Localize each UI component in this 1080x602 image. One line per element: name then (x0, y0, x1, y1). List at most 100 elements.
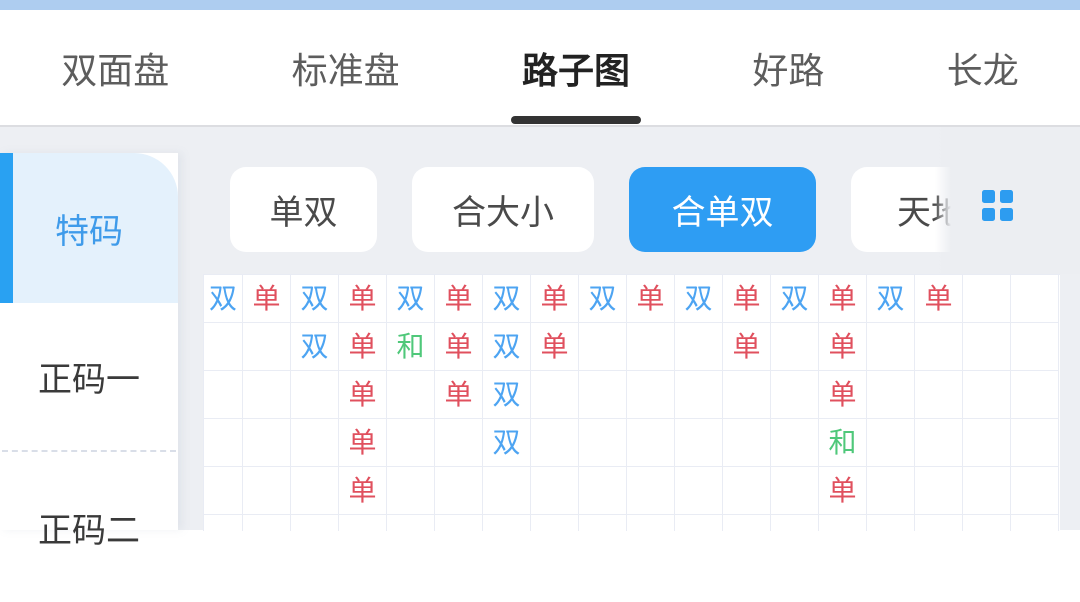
tab-double-side[interactable]: 双面盘 (61, 49, 170, 91)
sidebar-item-zhengma-1[interactable]: 正码一 (0, 303, 178, 450)
sidebar-item-special-code[interactable]: 特码 (0, 153, 178, 303)
roadmap-cell: 单 (819, 371, 867, 419)
roadmap-cell: 单 (243, 275, 291, 323)
tab-roadmap[interactable]: 路子图 (512, 10, 640, 125)
sidebar-item-zhengma-2[interactable]: 正码二 (0, 452, 178, 602)
roadmap-cell: 单 (339, 467, 387, 515)
roadmap-cell (771, 515, 819, 531)
roadmap-cell (579, 515, 627, 531)
roadmap-cell (387, 467, 435, 515)
roadmap-cell (867, 467, 915, 515)
roadmap-cell: 双 (483, 323, 531, 371)
roadmap-cell (963, 419, 1011, 467)
roadmap-cell (531, 419, 579, 467)
roadmap-cell (291, 467, 339, 515)
roadmap-cell: 单 (819, 275, 867, 323)
roadmap-cell (915, 323, 963, 371)
roadmap-cell (387, 419, 435, 467)
roadmap-cell (867, 323, 915, 371)
roadmap-cell (867, 419, 915, 467)
roadmap-cell (771, 419, 819, 467)
roadmap-cell (963, 323, 1011, 371)
roadmap-cell: 单 (819, 323, 867, 371)
roadmap-cell: 单 (723, 323, 771, 371)
tab-good-road[interactable]: 好路 (752, 49, 825, 91)
roadmap-cell (675, 323, 723, 371)
roadmap-cell (723, 467, 771, 515)
roadmap-cell (627, 467, 675, 515)
roadmap-cell (1011, 515, 1059, 531)
roadmap-cell (915, 419, 963, 467)
roadmap-cell: 双 (291, 275, 339, 323)
roadmap-cell (915, 467, 963, 515)
roadmap-cell (963, 275, 1011, 323)
roadmap-cell (723, 515, 771, 531)
roadmap-cell (771, 323, 819, 371)
roadmap-cell (387, 515, 435, 531)
roadmap-cell (627, 515, 675, 531)
roadmap-cell (243, 371, 291, 419)
roadmap-grid[interactable]: 双单双单双单双单双单双单双单双单双单和单双单单单单单双单单双和单单 (203, 274, 1060, 531)
roadmap-cell: 单 (531, 323, 579, 371)
roadmap-cell (387, 371, 435, 419)
roadmap-cell (483, 467, 531, 515)
roadmap-cell (675, 515, 723, 531)
roadmap-cell: 单 (435, 371, 483, 419)
roadmap-cell (963, 371, 1011, 419)
content-area: 特码 正码一 正码二 单双 合大小 合单双 天地 双单双单双单双单双单双单双单双… (0, 127, 1080, 550)
sidebar-item-label: 正码二 (38, 511, 140, 550)
roadmap-cell (1011, 323, 1059, 371)
grid-view-button[interactable] (982, 190, 1014, 222)
roadmap-cell (819, 515, 867, 531)
roadmap-cell (579, 323, 627, 371)
active-indicator-bar (0, 153, 13, 303)
roadmap-cell (915, 515, 963, 531)
roadmap-cell: 双 (483, 275, 531, 323)
roadmap-cell: 双 (867, 275, 915, 323)
filter-hedaxiao-button[interactable]: 合大小 (412, 167, 594, 252)
filter-hedanshuang-button[interactable]: 合单双 (629, 167, 816, 252)
sidebar-item-label: 特码 (55, 212, 123, 251)
roadmap-cell (483, 515, 531, 531)
tab-standard[interactable]: 标准盘 (291, 49, 400, 91)
roadmap-cell (675, 371, 723, 419)
roadmap-cell: 单 (435, 275, 483, 323)
sidebar-item-label: 正码一 (38, 361, 140, 399)
filter-pill-row: 单双 合大小 合单双 天地 (230, 167, 1011, 252)
roadmap-cell (339, 515, 387, 531)
roadmap-cell: 单 (819, 467, 867, 515)
roadmap-cell (1011, 275, 1059, 323)
roadmap-cell: 双 (387, 275, 435, 323)
roadmap-cell (531, 371, 579, 419)
roadmap-cell: 单 (723, 275, 771, 323)
status-bar-strip (0, 0, 1080, 10)
roadmap-cell (627, 323, 675, 371)
roadmap-cell: 双 (579, 275, 627, 323)
roadmap-cell: 双 (204, 275, 243, 323)
tab-long-dragon[interactable]: 长龙 (946, 49, 1019, 91)
roadmap-cell (243, 515, 291, 531)
tab-bar: 双面盘 标准盘 路子图 好路 长龙 (0, 10, 1080, 127)
roadmap-cell: 单 (339, 323, 387, 371)
roadmap-cell (723, 371, 771, 419)
roadmap-cell: 双 (483, 371, 531, 419)
roadmap-cell (243, 419, 291, 467)
roadmap-cell (291, 419, 339, 467)
roadmap-cell: 双 (771, 275, 819, 323)
roadmap-cell (963, 515, 1011, 531)
sidebar-divider (2, 450, 176, 452)
roadmap-cell (204, 467, 243, 515)
roadmap-cell: 单 (435, 323, 483, 371)
roadmap-cell: 双 (291, 323, 339, 371)
roadmap-cell (204, 419, 243, 467)
roadmap-cell (867, 515, 915, 531)
roadmap-cell: 双 (675, 275, 723, 323)
roadmap-cell: 和 (819, 419, 867, 467)
roadmap-cell: 单 (627, 275, 675, 323)
roadmap-cell (771, 371, 819, 419)
grid-2x2-icon (982, 190, 995, 203)
roadmap-cell: 双 (483, 419, 531, 467)
roadmap-cell: 单 (339, 371, 387, 419)
roadmap-cell (435, 515, 483, 531)
filter-danshuang-button[interactable]: 单双 (230, 167, 377, 252)
